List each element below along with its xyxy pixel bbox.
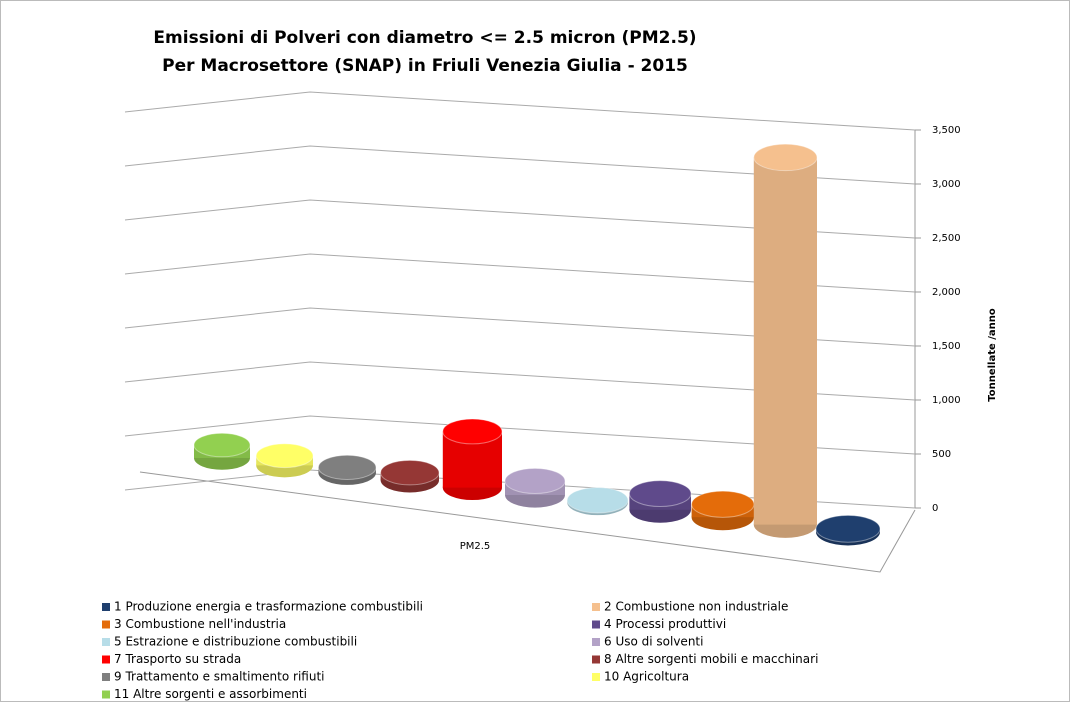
legend-swatch: [592, 655, 600, 664]
legend-swatch: [592, 673, 600, 681]
grid-line: [124, 307, 916, 347]
y-tick-label: 1,500: [932, 341, 961, 352]
cylinder: [442, 418, 503, 501]
cylinder-top: [566, 486, 629, 514]
y-tick-label: 2,000: [932, 287, 961, 298]
legend-swatch: [102, 638, 110, 646]
legend-label: 5 Estrazione e distribuzione combustibil…: [114, 635, 357, 649]
cylinder: [380, 459, 440, 493]
chart-title: Emissioni di Polveri con diametro <= 2.5…: [153, 28, 696, 48]
cylinder-top: [628, 480, 692, 508]
cylinder: [255, 443, 314, 478]
legend-label: 3 Combustione nell'industria: [114, 617, 286, 631]
legend-swatch: [102, 673, 110, 681]
legend-label: 8 Altre sorgenti mobili e macchinari: [604, 652, 818, 666]
cylinder-top: [691, 490, 755, 518]
cylinder: [193, 432, 251, 470]
cylinder: [317, 454, 377, 485]
y-tick-label: 2,500: [932, 233, 961, 244]
legend-label: 2 Combustione non industriale: [604, 600, 788, 614]
legend-label: 6 Uso di solventi: [604, 635, 703, 649]
floor-edge: [139, 471, 916, 573]
legend-swatch: [592, 603, 600, 611]
chart-subtitle: Per Macrosettore (SNAP) in Friuli Venezi…: [162, 56, 688, 76]
grid-line: [124, 361, 916, 401]
y-tick-label: 3,000: [932, 179, 961, 190]
legend-label: 9 Trattamento e smaltimento rifiuti: [114, 670, 324, 684]
grid-line: [124, 253, 916, 293]
cylinder-top: [255, 443, 314, 469]
cylinder-top: [317, 454, 377, 480]
legend-swatch: [592, 620, 600, 629]
y-tick-label: 3,500: [932, 125, 961, 136]
cylinder: [628, 480, 692, 523]
grid-line: [124, 91, 916, 131]
y-tick-label: 1,000: [932, 395, 961, 406]
cylinder-top: [193, 432, 251, 458]
cylinder-body: [753, 157, 817, 525]
y-axis-title: Tonnellate /anno: [987, 308, 998, 402]
cylinder-top: [753, 143, 818, 172]
cylinder-top: [815, 514, 881, 543]
cylinder-top: [380, 459, 440, 486]
legend-label: 4 Processi produttivi: [604, 617, 726, 631]
legend-swatch: [592, 638, 600, 646]
legend-swatch: [102, 620, 110, 629]
grid-line: [124, 415, 916, 455]
cylinder-top: [442, 418, 503, 445]
legend-swatch: [102, 690, 110, 699]
cylinder: [815, 514, 881, 546]
grid-line: [124, 199, 916, 239]
cylinder: [753, 143, 818, 538]
cylinder: [566, 486, 629, 516]
grid-line: [124, 145, 916, 185]
cylinder: [691, 490, 755, 531]
x-tick-label: PM2.5: [460, 541, 491, 552]
legend-swatch: [102, 603, 110, 611]
legend-label: 1 Produzione energia e trasformazione co…: [114, 600, 423, 614]
y-tick-label: 0: [932, 503, 938, 514]
cylinder-top: [504, 467, 566, 495]
cylinder: [504, 467, 566, 508]
legend-label: 11 Altre sorgenti e assorbimenti: [114, 687, 307, 701]
legend-swatch: [102, 655, 110, 664]
legend-label: 7 Trasporto su strada: [114, 652, 241, 666]
legend-label: 10 Agricoltura: [604, 670, 689, 684]
y-tick-label: 500: [932, 449, 951, 460]
